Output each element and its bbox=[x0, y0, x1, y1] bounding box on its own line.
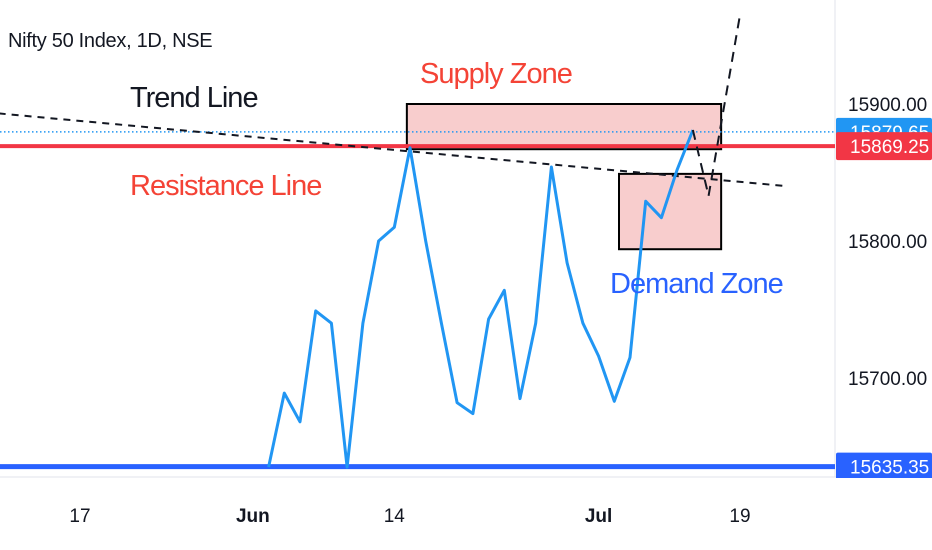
projection-line bbox=[707, 14, 741, 196]
price-tag-label: 15869.25 bbox=[850, 137, 929, 158]
x-tick-label: 14 bbox=[384, 506, 406, 527]
price-tag: 15635.35 bbox=[836, 452, 932, 481]
y-tick-label: 15800.00 bbox=[848, 232, 927, 253]
projection-line bbox=[691, 129, 710, 197]
price-series-line bbox=[267, 129, 695, 469]
x-tick-label: 17 bbox=[69, 506, 90, 527]
y-tick-label: 15900.00 bbox=[848, 95, 927, 116]
chart-title: Nifty 50 Index, 1D, NSE bbox=[8, 30, 213, 52]
y-tick-label: 15700.00 bbox=[848, 369, 927, 390]
price-tag: 15869.25 bbox=[836, 132, 932, 161]
price-tag-box bbox=[836, 132, 932, 161]
demand-zone-label: Demand Zone bbox=[610, 268, 784, 300]
supply-zone-label: Supply Zone bbox=[420, 58, 573, 90]
price-tag-label: 15635.35 bbox=[850, 458, 929, 479]
trend-line-label: Trend Line bbox=[130, 82, 259, 114]
x-tick-label: Jun bbox=[236, 506, 270, 527]
trend-line bbox=[0, 112, 788, 188]
price-tag-box bbox=[836, 452, 932, 481]
x-tick-label: 19 bbox=[729, 506, 750, 527]
x-tick-label: Jul bbox=[585, 506, 612, 527]
supply-zone-box bbox=[405, 103, 723, 151]
resistance-line-label: Resistance Line bbox=[130, 170, 322, 202]
axis-corner bbox=[836, 478, 932, 550]
demand-zone-box bbox=[618, 172, 723, 251]
